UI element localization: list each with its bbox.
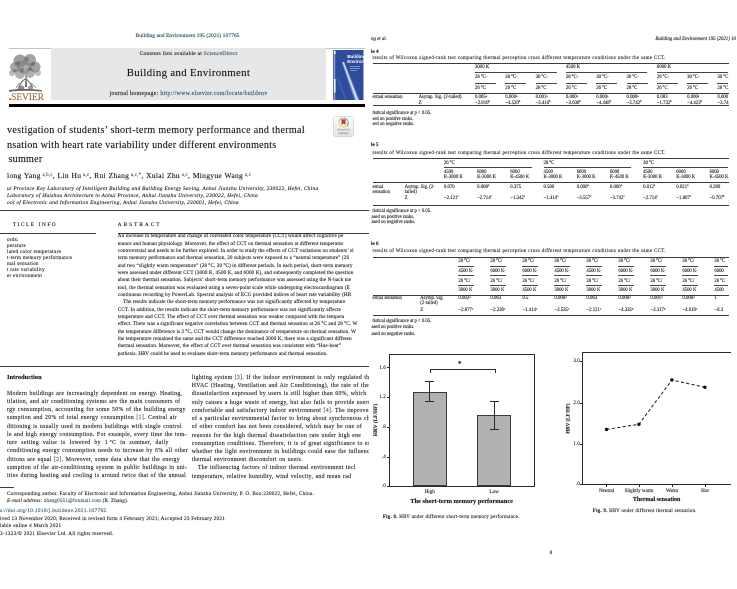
svg-text:Check for: Check for xyxy=(337,128,350,132)
svg-text:Environ: Environ xyxy=(347,59,363,64)
svg-text:Building: Building xyxy=(347,54,363,59)
svg-text:updates: updates xyxy=(338,131,349,135)
